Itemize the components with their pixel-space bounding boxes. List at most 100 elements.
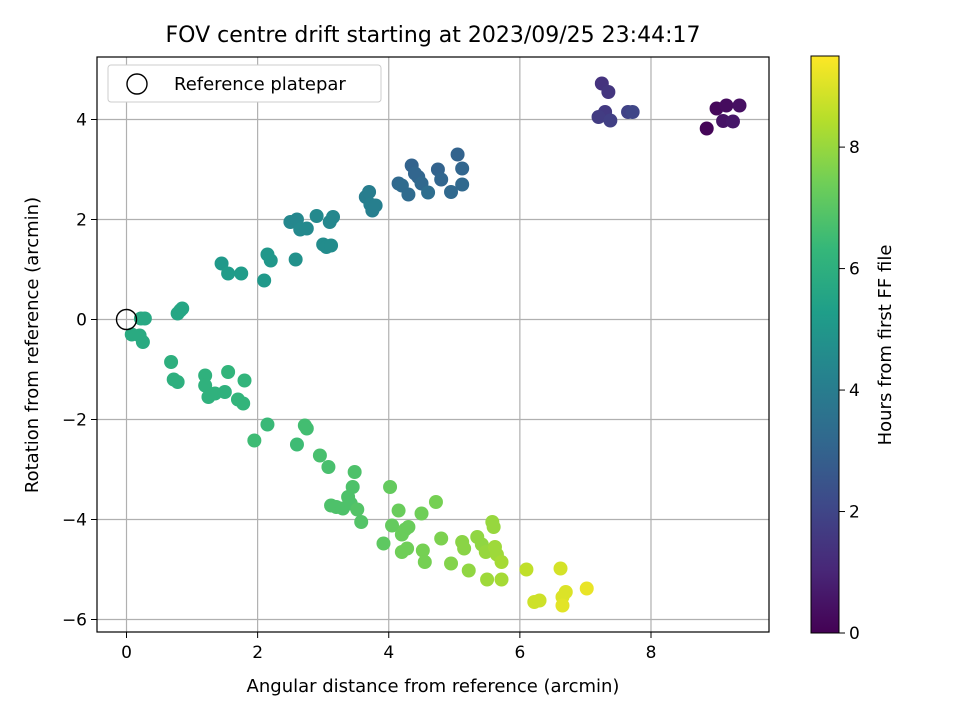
- data-point: [434, 172, 449, 187]
- data-point: [214, 256, 229, 271]
- y-tick-label: 4: [76, 111, 87, 131]
- data-point: [137, 311, 152, 326]
- data-point: [362, 185, 377, 199]
- reference-marker: [115, 308, 138, 331]
- data-point: [625, 105, 640, 119]
- chart-title: FOV centre drift starting at 2023/09/25 …: [166, 23, 701, 48]
- x-tick-label: 2: [252, 643, 263, 663]
- data-point: [221, 365, 236, 379]
- data-point: [591, 110, 606, 124]
- plot-frame: [96, 56, 770, 633]
- data-point: [716, 114, 731, 128]
- colorbar-tick-label: 6: [849, 260, 860, 280]
- legend: Reference platepar: [107, 64, 382, 103]
- data-point: [376, 536, 391, 551]
- legend-label: Reference platepar: [174, 74, 346, 95]
- data-point: [455, 161, 470, 176]
- data-point: [391, 503, 406, 518]
- x-tick-label: 0: [121, 643, 132, 663]
- x-tick-label: 6: [514, 643, 525, 663]
- data-point: [461, 563, 476, 578]
- data-point: [257, 273, 272, 288]
- data-point: [198, 368, 213, 383]
- colorbar-gradient: [810, 55, 840, 634]
- data-point: [699, 121, 714, 136]
- data-point: [309, 209, 324, 223]
- data-point: [237, 373, 252, 388]
- data-point: [603, 113, 618, 128]
- data-point: [312, 448, 327, 463]
- data-point: [198, 378, 213, 393]
- x-tick-label: 4: [383, 643, 394, 663]
- data-point: [345, 480, 360, 494]
- colorbar-tick-label: 0: [849, 624, 860, 644]
- data-point: [350, 502, 365, 517]
- y-axis-label: Rotation from reference (arcmin): [22, 197, 43, 493]
- colorbar-tick-label: 8: [849, 138, 860, 158]
- data-point: [553, 561, 568, 576]
- x-axis-label: Angular distance from reference (arcmin): [247, 676, 620, 697]
- data-points: [124, 76, 747, 613]
- colorbar-tick-label: 2: [849, 503, 860, 523]
- data-point: [368, 198, 383, 213]
- data-point: [347, 465, 362, 479]
- y-tick-label: 0: [76, 311, 87, 331]
- data-point: [401, 187, 416, 202]
- data-point: [558, 585, 573, 599]
- data-point: [532, 593, 547, 608]
- y-tick-label: −2: [62, 411, 87, 431]
- data-point: [555, 598, 570, 613]
- data-point: [170, 375, 185, 389]
- data-point: [494, 572, 509, 587]
- reference-platepar-marker: [115, 308, 138, 331]
- data-point: [415, 543, 430, 558]
- data-point: [732, 98, 747, 113]
- data-point: [421, 185, 436, 200]
- data-point: [414, 506, 429, 521]
- colorbar: 0 2 4 6 8 Hours from first FF file: [810, 55, 896, 644]
- data-point: [579, 581, 594, 596]
- data-point: [175, 301, 190, 316]
- data-point: [299, 421, 314, 436]
- data-point: [480, 572, 495, 587]
- data-point: [326, 210, 341, 224]
- data-point: [494, 555, 509, 569]
- data-point: [601, 85, 616, 99]
- data-point: [217, 385, 232, 399]
- data-point: [719, 98, 734, 113]
- colorbar-label: Hours from first FF file: [875, 245, 896, 446]
- data-point: [247, 433, 262, 448]
- data-point: [383, 480, 398, 494]
- data-point: [428, 495, 443, 509]
- data-point: [400, 541, 415, 556]
- x-axis: 0 2 4 6 8: [121, 632, 656, 663]
- data-point: [444, 556, 459, 571]
- data-point: [164, 355, 179, 369]
- data-point: [434, 531, 449, 546]
- y-axis: −6 −4 −2 0 2 4: [62, 111, 97, 631]
- data-point: [299, 221, 314, 236]
- data-point: [519, 562, 534, 577]
- data-point: [321, 460, 336, 474]
- colorbar-ticks: 0 2 4 6 8: [839, 138, 860, 644]
- plot-area: [96, 56, 770, 633]
- data-point: [725, 114, 740, 129]
- data-point: [486, 520, 501, 534]
- legend-open-circle-icon: [126, 73, 148, 95]
- data-point: [234, 266, 249, 281]
- x-tick-label: 8: [646, 643, 657, 663]
- data-point: [457, 541, 472, 556]
- data-point: [417, 555, 432, 569]
- grid: [97, 57, 769, 632]
- data-point: [324, 238, 339, 253]
- data-point: [444, 185, 459, 199]
- data-point: [236, 396, 251, 411]
- data-point: [401, 520, 416, 534]
- y-tick-label: −4: [62, 511, 87, 531]
- y-tick-label: −6: [62, 611, 87, 631]
- data-point: [260, 417, 275, 432]
- data-point: [354, 515, 369, 529]
- colorbar-tick-label: 4: [849, 381, 860, 401]
- data-point: [221, 266, 236, 281]
